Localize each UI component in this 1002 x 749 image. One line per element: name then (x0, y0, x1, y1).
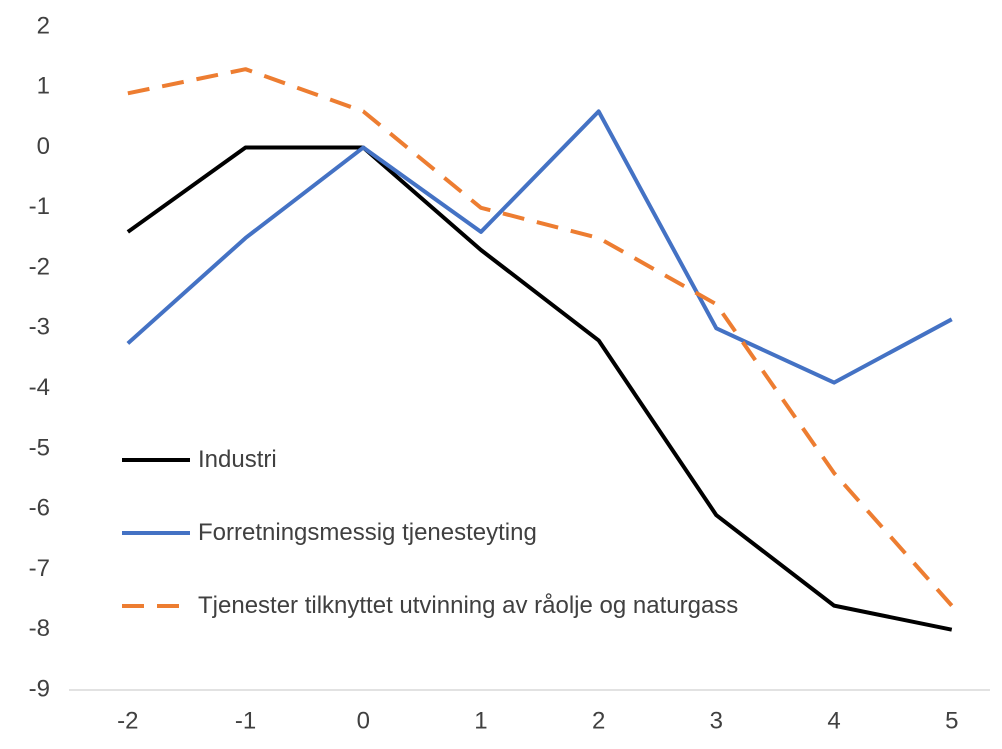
y-tick-label: -9 (29, 675, 50, 702)
y-tick-label: -6 (29, 495, 50, 522)
x-tick-label: 2 (592, 707, 605, 734)
x-tick-label: -1 (235, 707, 256, 734)
y-tick-label: -2 (29, 253, 50, 280)
legend-label: Forretningsmessig tjenesteyting (198, 519, 537, 546)
y-tick-label: -4 (29, 374, 50, 401)
series-line (126, 145, 953, 632)
x-tick-label: -2 (117, 707, 138, 734)
y-tick-label: -7 (29, 555, 50, 582)
y-tick-label: -5 (29, 434, 50, 461)
series-line (126, 109, 953, 385)
x-tick-label: 4 (827, 707, 840, 734)
x-tick-label: 1 (474, 707, 487, 734)
y-tick-label: 2 (37, 12, 50, 39)
y-tick-label: -8 (29, 615, 50, 642)
y-tick-label: 0 (37, 133, 50, 160)
x-tick-label: 3 (710, 707, 723, 734)
x-tick-label: 5 (945, 707, 958, 734)
series-line (127, 67, 954, 607)
x-tick-label: 0 (357, 707, 370, 734)
y-tick-label: 1 (37, 73, 50, 100)
legend-label: Industri (198, 446, 277, 473)
legend-label: Tjenester tilknyttet utvinning av råolje… (198, 592, 739, 619)
y-tick-label: -3 (29, 314, 50, 341)
y-tick-label: -1 (29, 193, 50, 220)
